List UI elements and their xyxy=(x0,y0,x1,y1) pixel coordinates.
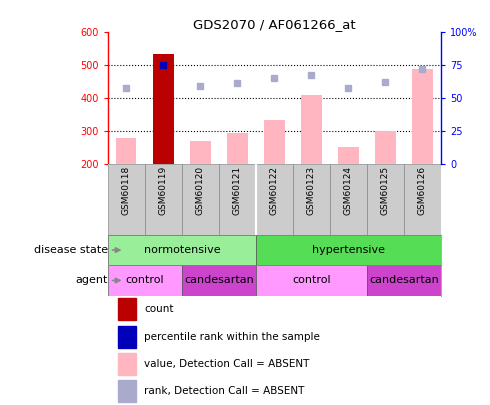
Bar xyxy=(116,138,137,164)
Title: GDS2070 / AF061266_at: GDS2070 / AF061266_at xyxy=(193,18,356,31)
Text: percentile rank within the sample: percentile rank within the sample xyxy=(145,332,320,342)
Bar xyxy=(108,265,182,296)
Text: candesartan: candesartan xyxy=(369,275,439,286)
Text: GSM60124: GSM60124 xyxy=(344,166,353,215)
Bar xyxy=(412,68,433,164)
Bar xyxy=(118,353,136,375)
Text: GSM60120: GSM60120 xyxy=(196,166,205,215)
Text: agent: agent xyxy=(75,275,108,286)
Bar xyxy=(182,164,219,235)
Bar xyxy=(375,131,395,164)
Text: GSM60126: GSM60126 xyxy=(418,166,427,215)
Bar xyxy=(256,164,293,235)
Text: GSM60118: GSM60118 xyxy=(122,166,131,215)
Bar xyxy=(219,164,256,235)
Text: count: count xyxy=(145,304,174,314)
Text: candesartan: candesartan xyxy=(184,275,254,286)
Text: GSM60123: GSM60123 xyxy=(307,166,316,215)
Bar xyxy=(264,119,285,164)
Bar xyxy=(145,164,182,235)
Bar xyxy=(190,141,211,164)
Text: GSM60121: GSM60121 xyxy=(233,166,242,215)
Bar xyxy=(108,164,145,235)
Bar xyxy=(404,164,441,235)
Bar xyxy=(118,380,136,402)
Text: hypertensive: hypertensive xyxy=(312,245,385,255)
Text: disease state: disease state xyxy=(34,245,108,255)
Bar xyxy=(227,133,247,164)
Bar xyxy=(256,235,441,265)
Bar xyxy=(367,164,404,235)
Bar xyxy=(118,298,136,320)
Bar xyxy=(108,235,256,265)
Bar xyxy=(256,265,367,296)
Text: value, Detection Call = ABSENT: value, Detection Call = ABSENT xyxy=(145,359,310,369)
Text: rank, Detection Call = ABSENT: rank, Detection Call = ABSENT xyxy=(145,386,305,396)
Bar xyxy=(153,54,173,164)
Text: normotensive: normotensive xyxy=(144,245,220,255)
Bar xyxy=(338,147,359,164)
Text: GSM60125: GSM60125 xyxy=(381,166,390,215)
Bar xyxy=(118,326,136,347)
Bar xyxy=(182,265,256,296)
Bar xyxy=(293,164,330,235)
Bar xyxy=(367,265,441,296)
Bar xyxy=(301,95,321,164)
Text: control: control xyxy=(125,275,164,286)
Text: control: control xyxy=(292,275,331,286)
Text: GSM60119: GSM60119 xyxy=(159,166,168,215)
Text: GSM60122: GSM60122 xyxy=(270,166,279,215)
Bar xyxy=(330,164,367,235)
